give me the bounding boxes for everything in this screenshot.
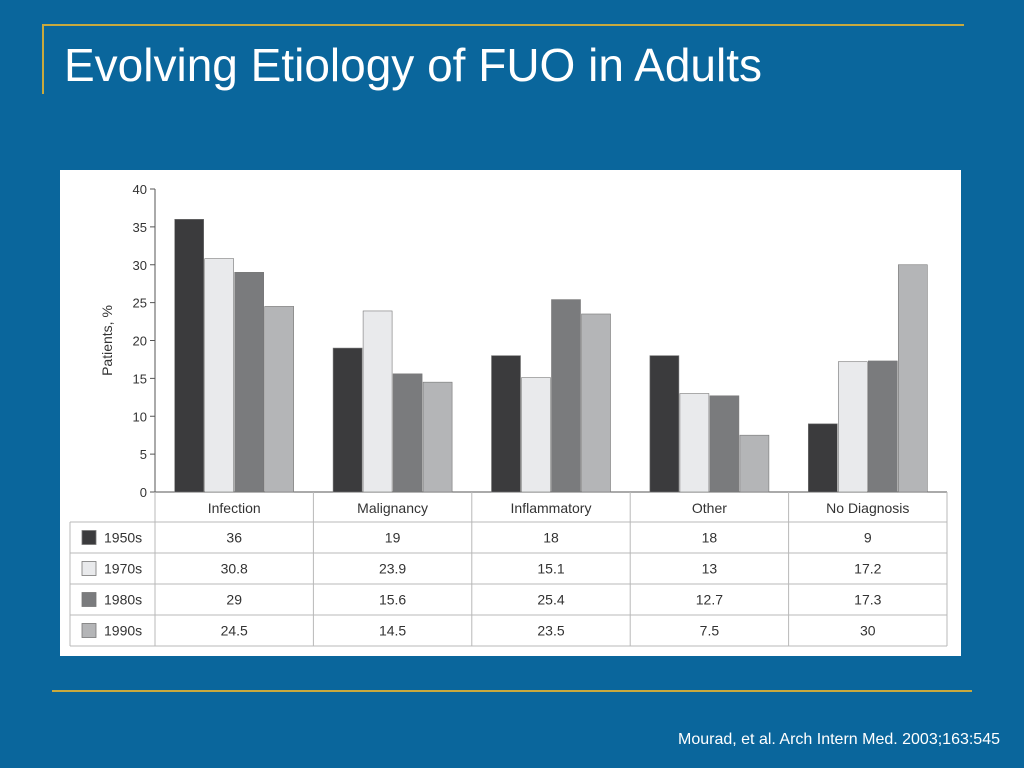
table-cell-value: 9 [864, 530, 872, 546]
bar-1970s [204, 258, 234, 493]
citation: Mourad, et al. Arch Intern Med. 2003;163… [678, 731, 1000, 748]
y-tick-label: 0 [140, 485, 147, 500]
bar-1950s [649, 355, 680, 493]
bar-1980s [551, 299, 581, 493]
table-cell-value: 25.4 [537, 592, 564, 608]
table-cell-value: 36 [226, 530, 242, 546]
bar-1980s [234, 272, 264, 493]
table-cell-value: 13 [702, 561, 718, 577]
bar-1990s [264, 306, 294, 493]
bar-1970s [362, 310, 393, 493]
legend-swatch-1950s [81, 530, 97, 545]
table-cell-value: 19 [385, 530, 401, 546]
table-cell-value: 12.7 [696, 592, 723, 608]
chart-panel: 0 5 10 15 20 25 30 35 40 Patients, % Infection Mali… [60, 170, 961, 656]
category-label: Infection [208, 500, 261, 516]
legend-label: 1950s [104, 530, 142, 546]
table-cell-value: 14.5 [379, 623, 406, 639]
bar-1970s [837, 361, 868, 493]
category-label: No Diagnosis [826, 500, 909, 516]
legend-swatch-1980s [81, 592, 97, 607]
category-label: Inflammatory [511, 500, 592, 516]
table-cell-value: 24.5 [221, 623, 248, 639]
legend-swatch-1970s [81, 561, 97, 576]
bar-1980s [867, 360, 898, 493]
bottom-accent-line [52, 690, 972, 692]
table-cell-value: 7.5 [700, 623, 720, 639]
legend-swatch-1990s [81, 623, 97, 638]
category-label: Malignancy [357, 500, 428, 516]
bar-1980s [709, 395, 740, 493]
y-tick-label: 5 [140, 447, 147, 462]
y-axis-title: Patients, % [99, 305, 115, 376]
left-accent-line [42, 24, 44, 94]
table-cell-value: 18 [702, 530, 718, 546]
slide-title: Evolving Etiology of FUO in Adults [64, 39, 762, 91]
table-cell-value: 15.1 [537, 561, 564, 577]
y-tick-label: 10 [133, 409, 147, 424]
bar-1990s [422, 381, 453, 493]
top-accent-line [42, 24, 964, 26]
table-cell-value: 23.5 [537, 623, 564, 639]
category-label: Other [692, 500, 727, 516]
bar-1950s [332, 347, 363, 493]
bar-1950s [174, 218, 204, 493]
table-cell-value: 17.3 [854, 592, 881, 608]
bar-1980s [392, 373, 423, 493]
legend-label: 1980s [104, 592, 142, 608]
bar-1950s [807, 423, 838, 493]
table-cell-value: 30.8 [221, 561, 248, 577]
y-tick-label: 20 [133, 334, 147, 349]
y-tick-label: 30 [133, 258, 147, 273]
table-cell-value: 29 [226, 592, 242, 608]
bar-1950s [491, 355, 521, 493]
legend-label: 1970s [104, 561, 142, 577]
bar-1990s [581, 313, 611, 493]
table-cell-value: 17.2 [854, 561, 881, 577]
bar-1990s [897, 264, 928, 493]
table-cell-value: 23.9 [379, 561, 406, 577]
bar-chart: 0 5 10 15 20 25 30 35 40 Patients, % Infection Mali… [69, 182, 948, 647]
table-cell-value: 30 [860, 623, 876, 639]
y-tick-label: 15 [133, 371, 147, 386]
y-tick-label: 25 [133, 296, 147, 311]
bar-1970s [679, 393, 710, 493]
table-cell-value: 15.6 [379, 592, 406, 608]
legend-label: 1990s [104, 623, 142, 639]
bar-1990s [739, 434, 770, 493]
y-tick-label: 40 [133, 182, 147, 197]
bar-1970s [521, 377, 551, 493]
table-cell-value: 18 [543, 530, 559, 546]
y-tick-label: 35 [133, 220, 147, 235]
